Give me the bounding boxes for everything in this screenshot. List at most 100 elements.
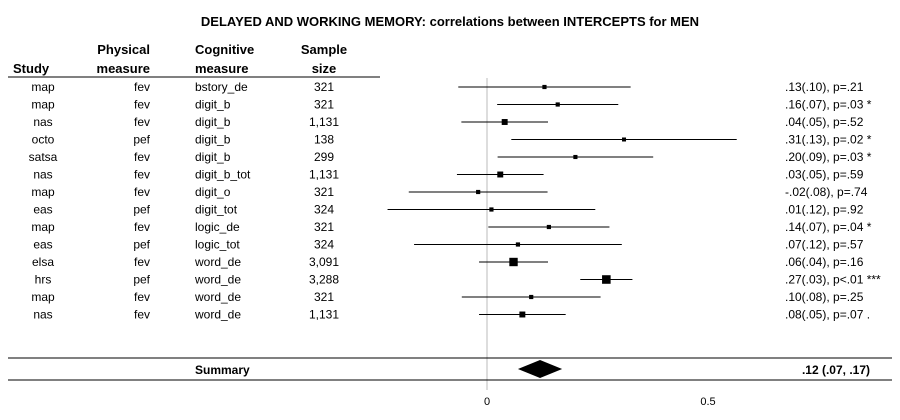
point-estimate (497, 171, 504, 178)
table-row: map fev bstory_de 321 .13(.10), p=.21 (31, 80, 863, 94)
cognitive-measure-cell: digit_b (195, 133, 231, 147)
cognitive-measure-cell: logic_tot (195, 238, 240, 252)
physical-measure-cell: fev (134, 98, 150, 112)
study-cell: nas (33, 308, 52, 322)
header-sample-line2: size (312, 61, 337, 76)
estimate-label: .04(.05), p=.52 (785, 115, 864, 129)
estimate-label: .06(.04), p=.16 (785, 255, 864, 269)
study-cell: eas (33, 203, 52, 217)
cognitive-measure-cell: logic_de (195, 220, 240, 234)
table-row: elsa fev word_de 3,091 .06(.04), p=.16 (32, 255, 864, 269)
cognitive-measure-cell: word_de (194, 308, 241, 322)
point-estimate (519, 311, 526, 318)
cognitive-measure-cell: digit_b (195, 115, 231, 129)
estimate-label: .27(.03), p<.01 *** (785, 273, 881, 287)
table-row: octo pef digit_b 138 .31(.13), p=.02 * (32, 133, 872, 147)
estimate-label: .08(.05), p=.07 . (785, 308, 870, 322)
cognitive-measure-cell: bstory_de (195, 80, 248, 94)
table-row: nas fev digit_b_tot 1,131 .03(.05), p=.59 (33, 168, 863, 182)
physical-measure-cell: fev (134, 115, 150, 129)
physical-measure-cell: fev (134, 80, 150, 94)
table-row: map fev digit_b 321 .16(.07), p=.03 * (31, 98, 871, 112)
table-row: map fev word_de 321 .10(.08), p=.25 (31, 290, 863, 304)
header-cognitive-line1: Cognitive (195, 42, 254, 57)
x-axis-ticks: 0 0.5 (484, 396, 716, 408)
physical-measure-cell: pef (133, 273, 150, 287)
sample-size-cell: 1,131 (309, 115, 339, 129)
x-tick-label: 0 (484, 396, 490, 408)
point-estimate (622, 137, 627, 142)
sample-size-cell: 324 (314, 238, 334, 252)
sample-size-cell: 321 (314, 220, 334, 234)
estimate-label: .16(.07), p=.03 * (785, 98, 872, 112)
physical-measure-cell: fev (134, 308, 150, 322)
point-estimate (555, 102, 560, 107)
table-row: eas pef digit_tot 324 .01(.12), p=.92 (33, 203, 863, 217)
header-physical-line1: Physical (97, 42, 150, 57)
physical-measure-cell: pef (133, 133, 150, 147)
sample-size-cell: 321 (314, 98, 334, 112)
estimate-label: .07(.12), p=.57 (785, 238, 864, 252)
physical-measure-cell: fev (134, 185, 150, 199)
physical-measure-cell: pef (133, 203, 150, 217)
header-study: Study (13, 61, 50, 76)
x-tick-label: 0.5 (700, 396, 715, 408)
table-row: nas fev digit_b 1,131 .04(.05), p=.52 (33, 115, 863, 129)
physical-measure-cell: fev (134, 255, 150, 269)
estimate-label: .20(.09), p=.03 * (785, 150, 872, 164)
study-cell: map (31, 98, 55, 112)
point-estimate (476, 189, 481, 195)
cognitive-measure-cell: digit_b_tot (195, 168, 251, 182)
estimate-label: -.02(.08), p=.74 (785, 185, 868, 199)
point-estimate (501, 119, 508, 125)
study-cell: map (31, 185, 55, 199)
physical-measure-cell: fev (134, 150, 150, 164)
header-physical-line2: measure (97, 61, 150, 76)
study-cell: map (31, 80, 55, 94)
chart-title: DELAYED AND WORKING MEMORY: correlations… (201, 14, 699, 29)
study-cell: map (31, 220, 55, 234)
study-cell: hrs (35, 273, 52, 287)
physical-measure-cell: pef (133, 238, 150, 252)
column-headers: Study Physical measure Cognitive measure… (13, 42, 347, 76)
summary-diamond (517, 360, 563, 378)
sample-size-cell: 1,131 (309, 308, 339, 322)
table-row: map fev digit_o 321 -.02(.08), p=.74 (31, 185, 867, 199)
point-estimate (509, 257, 518, 267)
header-sample-line1: Sample (301, 42, 347, 57)
sample-size-cell: 321 (314, 185, 334, 199)
summary-value: .12 (.07, .17) (802, 363, 870, 377)
estimate-label: .14(.07), p=.04 * (785, 220, 872, 234)
sample-size-cell: 138 (314, 133, 334, 147)
physical-measure-cell: fev (134, 290, 150, 304)
estimate-label: .31(.13), p=.02 * (785, 133, 872, 147)
study-cell: octo (32, 133, 55, 147)
summary-label: Summary (195, 363, 250, 377)
table-row: hrs pef word_de 3,288 .27(.03), p<.01 *** (35, 273, 881, 287)
sample-size-cell: 3,091 (309, 255, 339, 269)
sample-size-cell: 321 (314, 80, 334, 94)
table-row: map fev logic_de 321 .14(.07), p=.04 * (31, 220, 871, 234)
table-row: nas fev word_de 1,131 .08(.05), p=.07 . (33, 308, 870, 322)
sample-size-cell: 299 (314, 150, 334, 164)
physical-measure-cell: fev (134, 168, 150, 182)
study-cell: nas (33, 115, 52, 129)
physical-measure-cell: fev (134, 220, 150, 234)
point-estimate (489, 207, 494, 212)
summary-section: Summary .12 (.07, .17) (8, 357, 892, 381)
table-row: satsa fev digit_b 299 .20(.09), p=.03 * (29, 150, 872, 164)
estimate-label: .13(.10), p=.21 (785, 80, 864, 94)
study-cell: map (31, 290, 55, 304)
sample-size-cell: 324 (314, 203, 334, 217)
point-estimate (573, 154, 578, 160)
estimate-label: .10(.08), p=.25 (785, 290, 864, 304)
point-estimate (602, 275, 611, 284)
point-estimate (546, 224, 551, 230)
cognitive-measure-cell: digit_tot (195, 203, 238, 217)
estimate-label: .03(.05), p=.59 (785, 168, 864, 182)
study-rows: map fev bstory_de 321 .13(.10), p=.21 map fev d… (29, 80, 881, 322)
cognitive-measure-cell: digit_b (195, 98, 231, 112)
study-cell: satsa (29, 150, 58, 164)
cognitive-measure-cell: word_de (194, 273, 241, 287)
